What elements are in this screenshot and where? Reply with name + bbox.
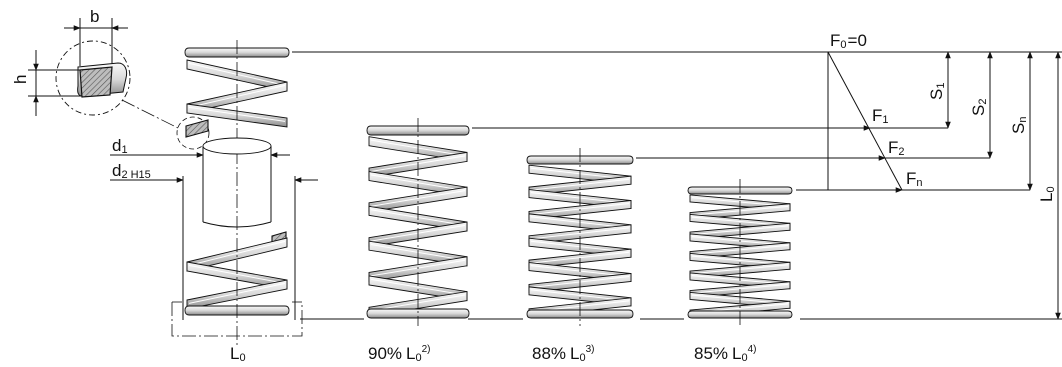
free-spring-lower-coil-1-highlight (188, 240, 286, 266)
f0-label: F0=0 (830, 31, 867, 51)
wire-end-callout (176, 116, 210, 150)
sn-label: Sn (1009, 117, 1029, 134)
height-label: h (11, 75, 30, 84)
spring-label-free: L0 (230, 344, 246, 364)
spring-label-88: 88% L03) (532, 344, 595, 364)
spring-88-coil-0-return-highlight (530, 178, 630, 191)
spring-90-bottom-end (366, 308, 470, 319)
fn-label: Fn (906, 169, 923, 189)
spring-90-coil-4-highlight (370, 278, 466, 296)
s2-label: S2 (969, 99, 989, 116)
spring-label-90: 90% L02) (368, 344, 431, 364)
seat-outline (171, 302, 303, 337)
spring-88-coil-3-return-highlight (530, 251, 630, 264)
diameter-dimensions: d1 d2 H15 (110, 136, 318, 320)
spring-label-85: 85% L04) (694, 344, 757, 364)
wire-cross-section-detail: b h (11, 7, 210, 150)
spring-labels: L0 90% L02) 88% L03) 85% L04) (230, 344, 757, 364)
reference-lines (292, 51, 1062, 320)
free-spring-cut-end (185, 119, 209, 138)
guide-rod (202, 137, 272, 228)
spring-90-coil-1-highlight (370, 174, 466, 192)
spring-85-coil-4-return-highlight (691, 283, 789, 294)
d1-label: d1 (112, 136, 128, 156)
spring-88-coil-5-highlight (530, 289, 630, 302)
l0-right-label: L0 (1037, 186, 1057, 202)
d2-label: d2 H15 (112, 161, 151, 181)
s1-label: S1 (927, 83, 947, 100)
f1-label: F1 (872, 106, 889, 126)
springs-group (184, 40, 793, 345)
width-label: b (90, 7, 99, 26)
force-diagram: F0=0 F1 F2 Fn S1 S2 Sn L0 (472, 31, 1061, 320)
spring-90-coil-1-return-highlight (370, 190, 466, 207)
free-spring-lower-coil-2-highlight (188, 264, 286, 284)
f2-label: F2 (888, 138, 905, 158)
spring-88-coil-2-return-highlight (530, 227, 630, 240)
